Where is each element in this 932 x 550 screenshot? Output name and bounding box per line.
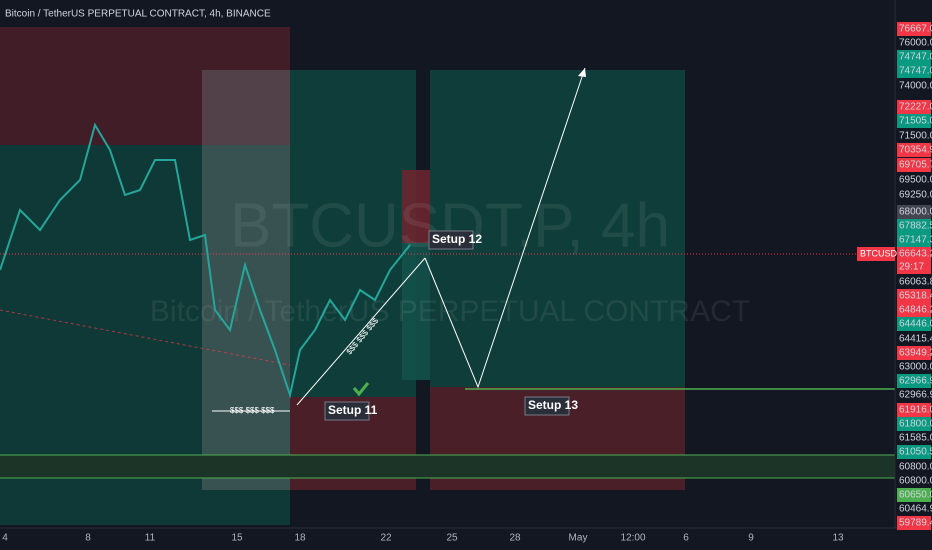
time-label: 4: [2, 533, 8, 544]
price-label: 69500.0: [899, 175, 932, 186]
symbol-tag: [857, 247, 895, 261]
price-label: 67147.3: [899, 235, 932, 246]
price-label-bg: [897, 233, 931, 247]
price-label-bg: [897, 516, 931, 530]
path-line: [424, 67, 586, 389]
price-trace: [0, 122, 411, 399]
watermark-symbol: BTCUSDT.P, 4h: [230, 191, 670, 260]
time-label: 9: [748, 533, 754, 544]
price-label-bg: [897, 22, 931, 36]
price-label: 65318.4: [899, 291, 932, 302]
time-label: 12:00: [620, 533, 645, 544]
price-label: 72227.0: [899, 102, 932, 113]
time-label: 25: [446, 533, 458, 544]
price-label-bg: [897, 114, 931, 128]
price-label: 62966.9: [899, 390, 932, 401]
price-label: 61050.5: [899, 447, 932, 458]
symbol-tag-label: BTCUSDT.P: [860, 248, 910, 258]
price-label: 61916.0: [899, 405, 932, 416]
time-label: May: [569, 533, 588, 544]
price-label-bg: [897, 317, 931, 331]
price-label: 66643.2: [899, 249, 932, 260]
setup-box: [428, 230, 474, 250]
setup-label: Setup 12: [432, 232, 482, 246]
price-label: 60650.0: [899, 490, 932, 501]
price-label: 76667.0: [899, 24, 932, 35]
price-label: 61800.0: [899, 419, 932, 430]
price-label: 66063.8: [899, 277, 932, 288]
time-label: 6: [683, 533, 689, 544]
price-label: 64446.0: [899, 319, 932, 330]
price-label-bg: [897, 303, 931, 317]
setup-box: [324, 401, 370, 421]
time-label: 13: [832, 533, 844, 544]
price-label-bg: [897, 417, 931, 431]
time-label: 11: [145, 533, 156, 544]
setup-label: Setup 13: [528, 398, 578, 412]
path-line: [296, 257, 426, 406]
setup-box: [524, 396, 570, 416]
watermark-description: Bitcoin / TetherUS PERPETUAL CONTRACT: [150, 295, 750, 328]
price-label-bg: [897, 158, 931, 172]
price-label: 63949.2: [899, 348, 932, 359]
time-label: 28: [509, 533, 521, 544]
price-label-bg: [897, 247, 931, 261]
price-label: 76000.0: [899, 38, 932, 49]
price-label-bg: [897, 445, 931, 459]
price-label-bg: [897, 50, 931, 64]
price-label: 74747.0: [899, 52, 932, 63]
price-label: 29:17: [899, 262, 924, 273]
price-label-bg: [897, 403, 931, 417]
price-label: 70354.9: [899, 145, 932, 156]
check-icon: [352, 382, 370, 397]
price-label: 60800.0: [899, 462, 932, 473]
price-label: 74747.0: [899, 66, 932, 77]
band: [0, 455, 895, 478]
price-label-bg: [897, 260, 931, 274]
price-label-bg: [897, 289, 931, 303]
price-label: 64415.4: [899, 334, 932, 345]
price-label-bg: [897, 374, 931, 388]
price-label-bg: [897, 488, 931, 502]
time-label: 15: [231, 533, 243, 544]
chart-title: Bitcoin / TetherUS PERPETUAL CONTRACT, 4…: [5, 9, 271, 20]
time-label: 8: [85, 533, 91, 544]
price-label: 61585.0: [899, 433, 932, 444]
price-label: 74000.0: [899, 81, 932, 92]
price-label: 68000.0: [899, 207, 932, 218]
price-label: 64846.2: [899, 305, 932, 316]
price-label: 71505.0: [899, 116, 932, 127]
price-label-bg: [897, 64, 931, 78]
price-label: 71500.0: [899, 131, 932, 142]
arrow-head: [578, 68, 586, 77]
price-label: 60464.9: [899, 504, 932, 515]
target-zone: [290, 70, 416, 397]
trend-line: [0, 309, 291, 366]
liquidity-label: $$$ $$$ $$$: [230, 406, 275, 415]
price-label: 59789.4: [899, 518, 932, 529]
price-label: 63000.0: [899, 362, 932, 373]
supply-zone: [0, 27, 290, 145]
price-label: 69705.7: [899, 160, 932, 171]
target-zone: [430, 70, 685, 387]
gray-zone: [202, 70, 290, 490]
time-label: 22: [380, 533, 392, 544]
price-label: 62966.9: [899, 376, 932, 387]
price-label-bg: [897, 219, 931, 233]
price-label: 67882.5: [899, 221, 932, 232]
price-label: 60800.0: [899, 476, 932, 487]
price-label-bg: [897, 205, 931, 219]
setup-label: Setup 11: [328, 403, 378, 417]
price-label-bg: [897, 143, 931, 157]
price-label-bg: [897, 346, 931, 360]
time-label: 18: [294, 533, 306, 544]
price-label: 69250.0: [899, 190, 932, 201]
price-label-bg: [897, 100, 931, 114]
